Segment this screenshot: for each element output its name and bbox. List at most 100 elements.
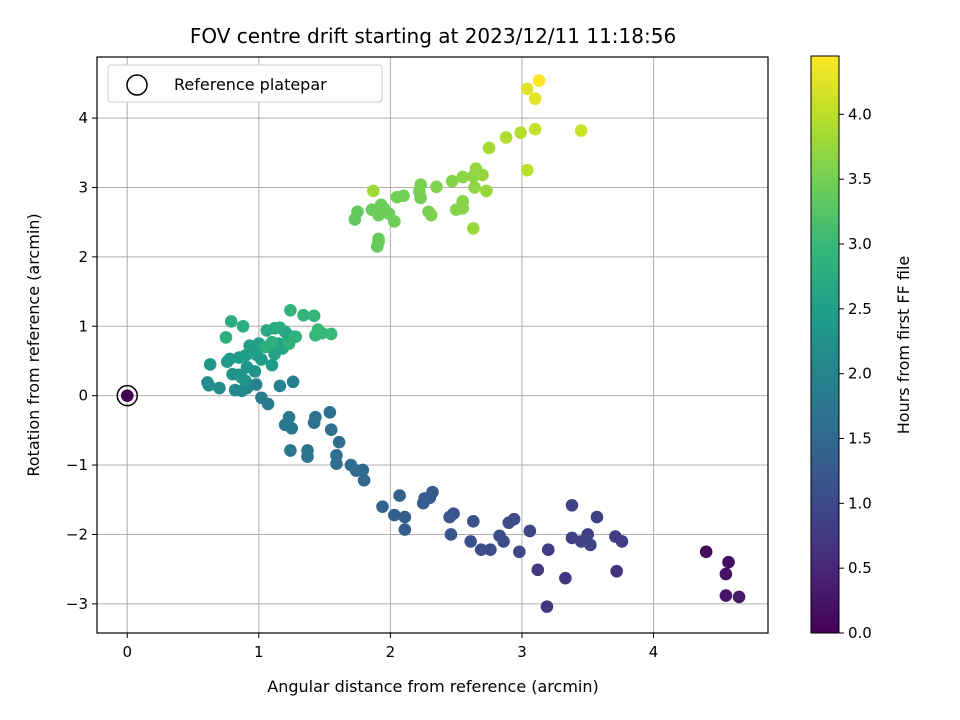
data-point [430,180,443,194]
colorbar-tick-label: 0.0 [848,624,872,642]
x-tick-label: 0 [122,643,132,661]
data-point [732,590,746,604]
data-point [307,416,321,430]
colorbar-tick-label: 3.5 [848,170,872,188]
data-point [201,376,214,389]
data-point [466,222,480,235]
colorbar: 0.0 0.5 1.0 1.5 2.0 2.5 3.0 3.5 4.0 Hours from f… [810,55,913,642]
data-point [493,529,506,543]
x-tick-label: 2 [386,643,396,661]
data-point [249,348,263,362]
data-point [476,168,489,182]
data-point [480,184,493,198]
data-point [372,232,385,246]
data-point [474,543,488,557]
data-point [398,510,412,524]
data-point [388,215,401,228]
colorbar-tick-label: 0.5 [848,559,872,577]
data-point [282,410,296,424]
data-point [213,381,226,395]
data-point [324,423,338,436]
data-point [393,489,406,502]
data-point [540,600,554,613]
data-point [224,315,238,328]
colorbar-tick-label: 1.0 [848,494,872,512]
data-point [468,181,481,194]
data-point [284,444,297,457]
data-point [307,309,321,323]
legend-marker-icon [126,74,148,96]
data-point [219,331,233,344]
data-point [532,74,546,87]
data-point [722,555,735,569]
data-point [499,131,513,144]
data-point [330,449,343,462]
data-point [445,174,459,188]
legend: Reference platepar [107,64,383,103]
legend-label: Reference platepar [174,75,327,94]
colorbar-ticks: 0.0 0.5 1.0 1.5 2.0 2.5 3.0 3.5 4.0 [839,105,872,642]
colorbar-tick-label: 2.0 [848,365,872,383]
data-point [584,538,597,552]
data-point [531,563,545,577]
data-point [203,358,217,371]
data-point [315,326,329,340]
data-point [456,170,470,184]
data-point [366,184,380,198]
data-point [273,321,287,334]
data-point [239,349,252,362]
data-point [523,524,537,538]
data-point [520,82,534,96]
data-point [443,510,456,524]
colorbar-label: Hours from first FF file [894,256,913,435]
plot-frame [96,56,769,634]
y-tick-label: 3 [78,178,88,196]
data-point [236,319,250,333]
data-point [609,530,622,543]
colorbar-tick-label: 3.0 [848,235,872,253]
data-point [456,195,470,208]
data-point [590,510,604,524]
data-point [424,208,438,222]
data-point [357,474,371,487]
data-point [464,535,477,548]
data-point [574,124,588,137]
data-point [265,335,279,349]
data-point [397,189,410,203]
data-point [444,528,458,541]
data-point [699,545,713,559]
data-point [265,358,279,372]
y-tick-label: −2 [66,525,88,543]
x-tick-label: 1 [254,643,264,661]
data-point [273,379,287,393]
data-point [323,406,337,419]
colorbar-tick-label: 2.5 [848,300,872,318]
reference-point [120,389,134,402]
x-tick-label: 3 [517,643,527,661]
data-point [398,523,412,536]
data-point [520,163,534,177]
x-axis-label: Angular distance from reference (arcmin) [267,677,598,696]
data-point [344,458,358,472]
y-tick-label: 0 [78,387,88,405]
data-point [324,327,338,341]
data-point [332,435,346,449]
data-point [466,514,480,528]
data-point [240,360,254,374]
y-tick-label: −3 [66,595,88,613]
x-tick-label: 4 [649,643,659,661]
colorbar-gradient [810,55,840,634]
data-point [719,567,733,581]
y-tick-label: 2 [78,248,88,266]
data-point [484,543,497,557]
data-point [301,444,314,457]
grid-lines [97,57,768,633]
data-point [284,304,297,317]
data-point [482,141,496,155]
x-axis-ticks: 0 1 2 3 4 [122,633,658,661]
y-axis-ticks: −3 −2 −1 0 1 2 3 4 [66,109,97,613]
colorbar-tick-label: 1.5 [848,430,872,448]
data-point [541,543,555,557]
data-point [235,371,249,384]
y-tick-label: −1 [66,456,88,474]
